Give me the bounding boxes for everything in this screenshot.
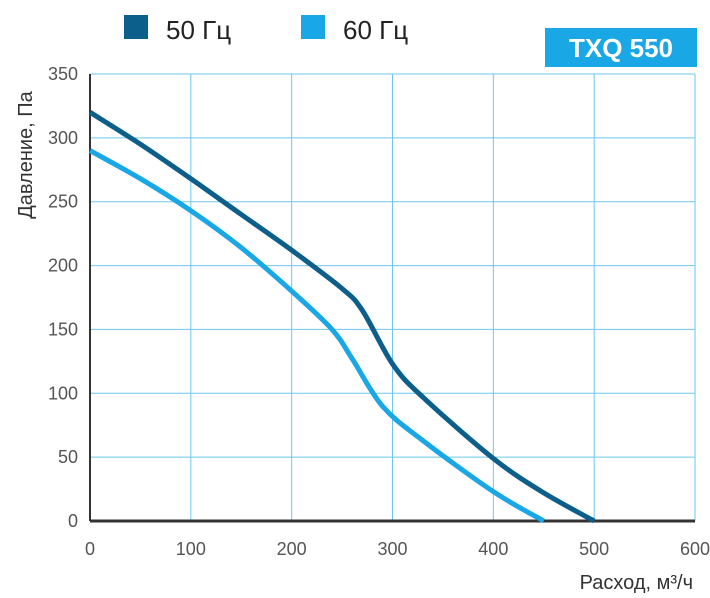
x-tick-label: 400 bbox=[478, 539, 508, 559]
x-tick-label: 300 bbox=[377, 539, 407, 559]
grid bbox=[90, 73, 696, 521]
x-axis-title: Расход, м³/ч bbox=[580, 572, 693, 594]
series-lines bbox=[88, 110, 596, 524]
legend-label-60hz: 60 Гц bbox=[343, 15, 408, 45]
x-tick-label: 500 bbox=[579, 539, 609, 559]
model-badge-text: TXQ 550 bbox=[569, 33, 673, 63]
y-tick-labels: 0 50 100 150 200 250 300 350 bbox=[48, 64, 78, 531]
legend-swatch-50hz bbox=[124, 15, 148, 39]
y-tick-label: 100 bbox=[48, 383, 78, 403]
model-badge-bg bbox=[545, 28, 697, 67]
y-tick-label: 200 bbox=[48, 256, 78, 276]
legend-swatch-60hz bbox=[301, 15, 325, 39]
x-tick-label: 100 bbox=[176, 539, 206, 559]
model-badge: TXQ 550 bbox=[545, 28, 697, 67]
legend-label-50hz: 50 Гц bbox=[166, 15, 231, 45]
y-tick-label: 0 bbox=[68, 511, 78, 531]
series-line-50hz bbox=[88, 110, 596, 524]
x-tick-label: 600 bbox=[680, 539, 710, 559]
legend: 50 Гц 60 Гц bbox=[124, 15, 408, 45]
x-tick-label: 200 bbox=[277, 539, 307, 559]
y-tick-label: 350 bbox=[48, 64, 78, 84]
y-tick-label: 150 bbox=[48, 319, 78, 339]
y-tick-label: 300 bbox=[48, 128, 78, 148]
y-tick-label: 250 bbox=[48, 192, 78, 212]
y-axis-title: Давление, Па bbox=[15, 90, 37, 218]
y-tick-label: 50 bbox=[58, 447, 78, 467]
x-tick-label: 0 bbox=[85, 539, 95, 559]
series-line-60hz bbox=[88, 148, 546, 524]
x-tick-labels: 0 100 200 300 400 500 600 bbox=[85, 539, 710, 559]
